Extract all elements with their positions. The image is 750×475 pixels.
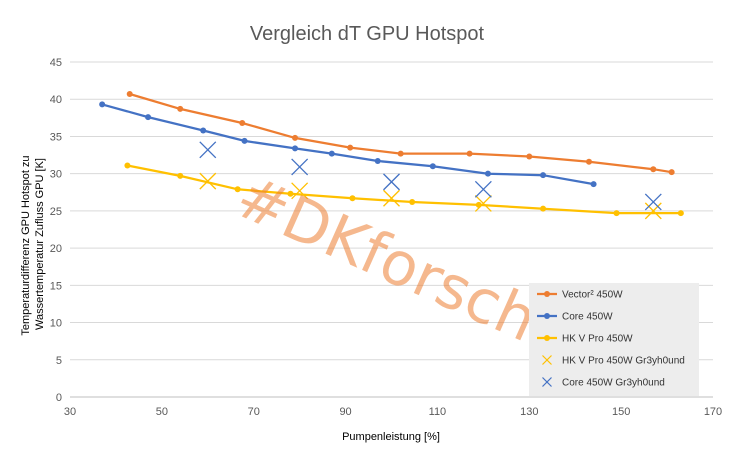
y-tick-label: 10 bbox=[50, 318, 62, 330]
y-tick-label: 35 bbox=[50, 131, 62, 143]
data-point bbox=[429, 163, 436, 170]
data-point bbox=[328, 150, 335, 157]
legend-item-4: Core 450W Gr3yh0und bbox=[542, 377, 665, 389]
data-point-x bbox=[199, 172, 217, 190]
x-tick-label: 130 bbox=[520, 406, 538, 418]
data-point-x bbox=[474, 180, 492, 198]
data-point-x bbox=[644, 193, 662, 211]
data-point bbox=[668, 169, 675, 176]
data-point bbox=[200, 127, 207, 134]
data-point-x bbox=[383, 189, 400, 207]
data-point-x bbox=[291, 158, 309, 176]
y-tick-label: 0 bbox=[56, 392, 62, 404]
data-point bbox=[126, 91, 133, 98]
data-point bbox=[374, 158, 381, 165]
series-2 bbox=[124, 162, 684, 217]
data-point bbox=[241, 137, 248, 144]
data-point bbox=[526, 153, 533, 160]
chart-title: Vergleich dT GPU Hotspot bbox=[250, 23, 485, 45]
y-tick-label: 20 bbox=[50, 243, 62, 255]
data-point-x bbox=[199, 141, 217, 159]
y-axis-label: Temperaturdifferenz GPU Hotspot zu Wasse… bbox=[20, 152, 46, 335]
legend-label: Vector² 450W bbox=[562, 290, 623, 301]
legend-item-1: Core 450W bbox=[537, 312, 613, 323]
x-tick-label: 170 bbox=[704, 406, 722, 418]
data-point bbox=[239, 120, 246, 127]
data-point bbox=[287, 190, 294, 197]
series-line bbox=[127, 164, 681, 215]
x-tick-label: 50 bbox=[156, 406, 168, 418]
y-tick-label: 25 bbox=[50, 206, 62, 218]
data-point bbox=[292, 145, 299, 152]
x-tick-label: 150 bbox=[612, 406, 630, 418]
x-tick-label: 70 bbox=[248, 406, 260, 418]
data-point bbox=[349, 195, 356, 202]
data-point bbox=[466, 150, 473, 157]
series-4 bbox=[199, 141, 662, 211]
data-point bbox=[484, 170, 491, 177]
y-axis-label-line-2: Wassertemperatur Zufluss GPU [K] bbox=[34, 158, 46, 330]
data-point bbox=[177, 105, 184, 112]
data-point bbox=[347, 144, 354, 151]
y-tick-label: 5 bbox=[56, 355, 62, 367]
x-axis-label: Pumpenleistung [%] bbox=[342, 431, 440, 443]
y-tick-label: 30 bbox=[50, 169, 62, 181]
data-point bbox=[177, 172, 184, 179]
data-point bbox=[145, 114, 152, 121]
y-tick-label: 40 bbox=[50, 94, 62, 106]
data-point-x bbox=[383, 173, 400, 191]
legend-item-0: Vector² 450W bbox=[537, 290, 623, 301]
legend-label: Core 450W bbox=[562, 312, 613, 323]
data-point bbox=[540, 172, 547, 179]
data-point bbox=[613, 210, 620, 217]
data-point bbox=[124, 162, 131, 169]
data-point bbox=[475, 201, 482, 208]
y-tick-labels: 0 5 10 15 20 25 30 35 40 45 bbox=[50, 57, 62, 404]
data-point bbox=[409, 198, 416, 205]
x-tick-label: 110 bbox=[429, 406, 447, 418]
x-tick-label: 90 bbox=[339, 406, 351, 418]
series-line bbox=[101, 103, 594, 186]
data-point bbox=[585, 158, 592, 165]
data-point bbox=[397, 150, 404, 157]
legend-label: Core 450W Gr3yh0und bbox=[562, 378, 665, 389]
x-tick-label: 30 bbox=[64, 406, 76, 418]
data-point bbox=[292, 134, 299, 141]
series-0 bbox=[126, 91, 675, 176]
data-point bbox=[234, 186, 241, 193]
y-tick-label: 45 bbox=[50, 57, 62, 69]
gridlines bbox=[70, 61, 713, 398]
data-point-x bbox=[542, 377, 552, 387]
legend-item-2: HK V Pro 450W bbox=[537, 334, 633, 345]
data-point bbox=[540, 205, 547, 212]
data-point bbox=[99, 101, 106, 108]
data-point-x bbox=[291, 182, 309, 200]
series-group bbox=[99, 91, 684, 220]
legend-background bbox=[529, 283, 699, 396]
data-point bbox=[677, 210, 684, 217]
data-point-x bbox=[644, 202, 662, 220]
data-point bbox=[590, 181, 597, 188]
series-3 bbox=[199, 172, 662, 220]
legend-label: HK V Pro 450W bbox=[562, 334, 633, 345]
x-tick-labels: 30 50 70 90 110 130 150 170 bbox=[64, 406, 722, 418]
series-1 bbox=[99, 101, 597, 188]
legend-item-3: HK V Pro 450W Gr3yh0und bbox=[542, 355, 685, 367]
data-point bbox=[650, 166, 657, 173]
data-point-x bbox=[542, 355, 552, 365]
y-tick-label: 15 bbox=[50, 280, 62, 292]
data-point-x bbox=[474, 194, 492, 212]
legend-label: HK V Pro 450W Gr3yh0und bbox=[562, 356, 685, 367]
y-axis-label-line-1: Temperaturdifferenz GPU Hotspot zu bbox=[20, 155, 32, 335]
legend: Vector² 450W Core 450W HK V Pro 450W HK V P… bbox=[529, 283, 699, 396]
